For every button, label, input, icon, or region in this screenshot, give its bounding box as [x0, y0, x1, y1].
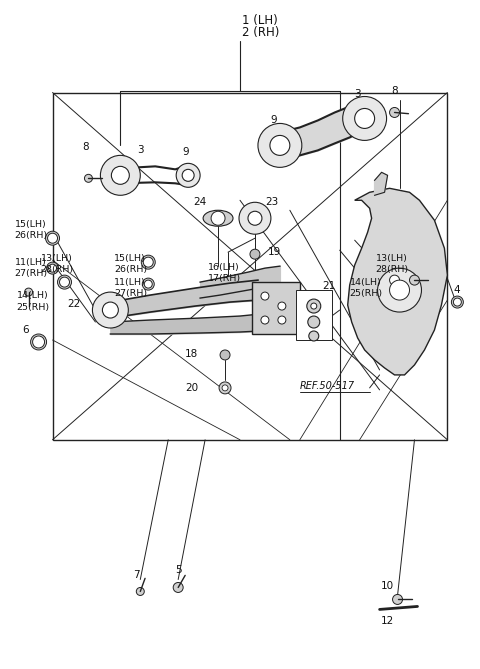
Circle shape: [387, 273, 402, 287]
Text: 19: 19: [268, 247, 281, 257]
Circle shape: [454, 298, 461, 306]
Text: 12: 12: [381, 616, 394, 626]
Circle shape: [182, 169, 194, 181]
Circle shape: [33, 336, 45, 348]
Circle shape: [46, 231, 60, 245]
Text: 10: 10: [381, 581, 394, 591]
Text: 24: 24: [193, 197, 207, 207]
Text: 25(RH): 25(RH): [17, 302, 50, 312]
Circle shape: [355, 108, 374, 128]
Text: 25(RH): 25(RH): [350, 288, 383, 298]
Text: 15(LH): 15(LH): [114, 254, 146, 263]
Circle shape: [211, 211, 225, 225]
Text: 22: 22: [67, 299, 81, 309]
Text: 9: 9: [271, 116, 277, 126]
Text: 3: 3: [137, 145, 144, 155]
Text: 4: 4: [453, 285, 460, 295]
Circle shape: [239, 202, 271, 234]
Text: 3: 3: [354, 90, 361, 100]
Text: 2 (RH): 2 (RH): [242, 26, 279, 39]
Circle shape: [258, 124, 302, 167]
Circle shape: [261, 292, 269, 300]
Circle shape: [343, 96, 386, 140]
Text: 13(LH): 13(LH): [41, 254, 72, 263]
Circle shape: [93, 292, 128, 328]
Text: 17(RH): 17(RH): [208, 274, 241, 282]
Polygon shape: [348, 188, 447, 375]
Circle shape: [248, 211, 262, 225]
Circle shape: [390, 275, 399, 285]
Circle shape: [141, 255, 155, 269]
Circle shape: [311, 303, 317, 309]
Circle shape: [48, 233, 58, 244]
Circle shape: [308, 316, 320, 328]
Circle shape: [100, 155, 140, 195]
Circle shape: [24, 288, 33, 296]
Ellipse shape: [203, 210, 233, 226]
Circle shape: [142, 278, 154, 290]
Circle shape: [48, 264, 57, 272]
Circle shape: [58, 275, 72, 289]
Circle shape: [270, 135, 290, 155]
Circle shape: [144, 280, 152, 288]
Bar: [296, 290, 332, 340]
Circle shape: [261, 316, 269, 324]
Circle shape: [222, 385, 228, 391]
Text: 7: 7: [133, 571, 140, 581]
Circle shape: [111, 167, 129, 185]
Circle shape: [309, 331, 319, 341]
Text: 26(RH): 26(RH): [15, 231, 48, 240]
Polygon shape: [374, 173, 387, 195]
Text: 23: 23: [265, 197, 278, 207]
Text: 15(LH): 15(LH): [15, 219, 47, 229]
Circle shape: [60, 277, 70, 287]
Text: REF.50-517: REF.50-517: [300, 381, 355, 391]
Text: 5: 5: [175, 565, 181, 575]
Text: 20: 20: [185, 383, 198, 393]
Text: 28(RH): 28(RH): [376, 265, 409, 274]
Circle shape: [102, 302, 119, 318]
Text: 27(RH): 27(RH): [15, 269, 48, 278]
Circle shape: [84, 175, 93, 183]
Text: 8: 8: [82, 142, 89, 153]
Text: 11(LH): 11(LH): [15, 258, 47, 267]
Circle shape: [176, 163, 200, 187]
Text: 1 (LH): 1 (LH): [242, 14, 278, 27]
Circle shape: [173, 583, 183, 593]
Bar: [252, 282, 300, 334]
Text: 14(LH): 14(LH): [350, 278, 382, 286]
Text: 27(RH): 27(RH): [114, 288, 147, 298]
Text: 11(LH): 11(LH): [114, 278, 146, 286]
Circle shape: [390, 280, 409, 300]
Circle shape: [278, 316, 286, 324]
Text: 8: 8: [391, 86, 398, 96]
Circle shape: [307, 299, 321, 313]
Text: 6: 6: [23, 325, 29, 335]
Circle shape: [393, 595, 403, 604]
Circle shape: [136, 587, 144, 595]
Text: 13(LH): 13(LH): [376, 254, 408, 263]
Circle shape: [278, 302, 286, 310]
Circle shape: [390, 108, 399, 118]
Circle shape: [250, 249, 260, 259]
Text: 26(RH): 26(RH): [114, 265, 147, 274]
Circle shape: [219, 382, 231, 394]
Text: 18: 18: [185, 349, 198, 359]
Text: 21: 21: [322, 281, 335, 291]
Text: 28(RH): 28(RH): [41, 265, 74, 274]
Text: 9: 9: [183, 147, 190, 157]
Circle shape: [409, 275, 420, 285]
Bar: [52, 92, 447, 440]
Circle shape: [220, 350, 230, 360]
Circle shape: [144, 257, 153, 267]
Circle shape: [378, 268, 421, 312]
Text: 14(LH): 14(LH): [17, 290, 48, 300]
Circle shape: [31, 334, 47, 350]
Text: 16(LH): 16(LH): [208, 263, 240, 272]
Circle shape: [47, 262, 59, 274]
Circle shape: [451, 296, 463, 308]
